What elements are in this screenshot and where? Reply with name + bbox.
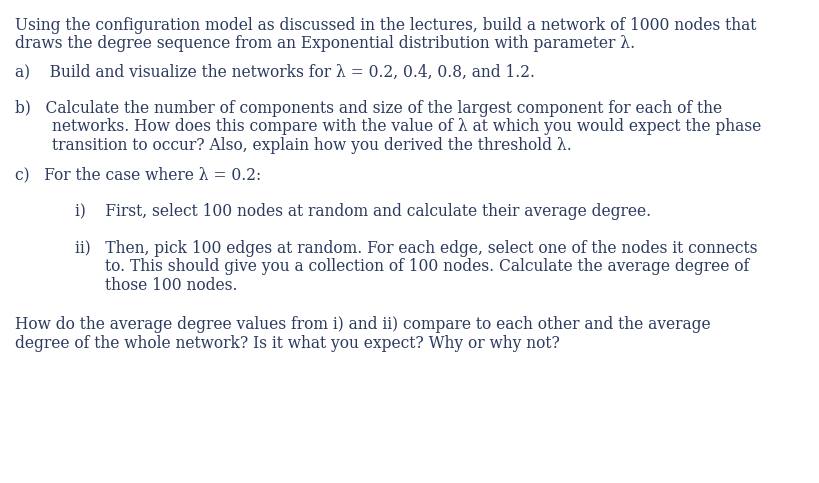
Text: i)    First, select 100 nodes at random and calculate their average degree.: i) First, select 100 nodes at random and… [75, 203, 651, 220]
Text: networks. How does this compare with the value of λ at which you would expect th: networks. How does this compare with the… [52, 118, 762, 135]
Text: transition to occur? Also, explain how you derived the threshold λ.: transition to occur? Also, explain how y… [52, 137, 572, 154]
Text: a)    Build and visualize the networks for λ = 0.2, 0.4, 0.8, and 1.2.: a) Build and visualize the networks for … [15, 63, 535, 80]
Text: to. This should give you a collection of 100 nodes. Calculate the average degree: to. This should give you a collection of… [105, 258, 749, 275]
Text: draws the degree sequence from an Exponential distribution with parameter λ.: draws the degree sequence from an Expone… [15, 35, 635, 52]
Text: those 100 nodes.: those 100 nodes. [105, 277, 238, 294]
Text: c)   For the case where λ = 0.2:: c) For the case where λ = 0.2: [15, 167, 261, 184]
Text: ii)   Then, pick 100 edges at random. For each edge, select one of the nodes it : ii) Then, pick 100 edges at random. For … [75, 240, 758, 257]
Text: b)   Calculate the number of components and size of the largest component for ea: b) Calculate the number of components an… [15, 100, 722, 117]
Text: degree of the whole network? Is it what you expect? Why or why not?: degree of the whole network? Is it what … [15, 335, 559, 352]
Text: How do the average degree values from i) and ii) compare to each other and the a: How do the average degree values from i)… [15, 316, 710, 333]
Text: Using the configuration model as discussed in the lectures, build a network of 1: Using the configuration model as discuss… [15, 17, 756, 34]
